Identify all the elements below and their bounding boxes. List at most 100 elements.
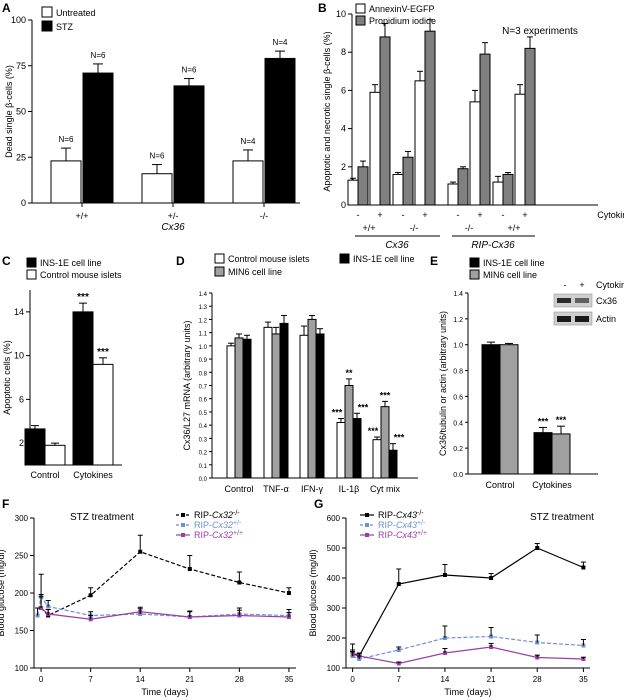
y-tick-label: 400 — [327, 574, 341, 583]
n-label: N=6 — [91, 51, 106, 60]
y-tick-label: 0.0 — [453, 472, 463, 479]
series-line — [40, 607, 289, 620]
panel-letter-G: G — [314, 497, 323, 511]
y-tick-label: 100 — [11, 15, 26, 25]
x-tick-label: 7 — [88, 675, 93, 684]
legend-marker — [365, 533, 369, 537]
panel-a: 0 25 50 75 100 Dead single β-cells (%) +/+ N=6 N… — [4, 6, 300, 233]
significance-stars: *** — [368, 426, 379, 436]
legend-marker — [181, 523, 185, 527]
x-axis-label: Cx36 — [161, 222, 185, 233]
bar — [24, 428, 46, 466]
bar-untreated — [232, 160, 264, 204]
legend-label-genotype: +/- — [417, 520, 426, 527]
bar-stz — [82, 72, 114, 204]
panel-f: 100 150 200 250 300 0 7 14 21 28 35 Time (days) Bloo… — [0, 510, 296, 697]
y-tick-label: 0.1 — [199, 464, 208, 470]
legend-label: RIP-Cx32-/- — [194, 510, 240, 520]
legend-label: MIN6 cell line — [228, 267, 282, 277]
x-tick-label: +/- — [168, 211, 179, 221]
bar-stz — [173, 85, 205, 204]
y-tick-label: 1.2 — [453, 317, 463, 324]
cytokine-sign: + — [377, 210, 382, 220]
legend-label: RIP-Cx43-/- — [378, 510, 424, 520]
legend-swatch — [339, 253, 350, 264]
cytokine-sign: - — [357, 210, 360, 220]
x-tick-label: Control — [224, 484, 253, 494]
panel-d: 0.0 0.1 0.2 0.3 0.4 0.5 0.6 0.7 0.8 0.9 1.0 1.1 1.2 1… — [182, 253, 418, 494]
x-tick-label: 7 — [397, 675, 402, 684]
n-label: N=4 — [241, 137, 256, 146]
bar — [234, 337, 244, 479]
panel-letter-A: A — [2, 1, 11, 15]
chart-title: STZ treatment — [70, 512, 134, 523]
y-tick-label: 300 — [327, 604, 341, 613]
y-axis-label: Apoptotic and necrotic single β-cells (%… — [322, 31, 332, 191]
bar-untreated — [141, 173, 173, 204]
y-tick-label: 75 — [16, 61, 26, 71]
x-tick-label: 0 — [39, 675, 44, 684]
y-axis-label: Cx36/L27 mRNA (arbitrary units) — [182, 320, 192, 450]
blot-band-label: Cx36 — [596, 296, 617, 306]
legend-label-gene: Cx32 — [212, 530, 233, 540]
legend-swatch — [469, 269, 480, 280]
panel-e: 0.0 0.2 0.4 0.6 0.8 1.0 1.2 1.4 Cx36/tubulin or … — [438, 257, 624, 490]
y-tick-label: 0.8 — [199, 371, 208, 377]
series-line — [40, 551, 290, 617]
x-tick-label: 28 — [533, 675, 542, 684]
bar-propidium-iodide — [479, 53, 491, 206]
legend-swatch — [41, 20, 53, 32]
legend-label-gene: Cx43 — [396, 530, 417, 540]
legend-marker — [181, 513, 185, 517]
y-tick-label: 25 — [16, 152, 26, 162]
blot-lane-label: + — [579, 280, 584, 290]
bar-annexin — [414, 80, 426, 206]
legend-label: INS-1E cell line — [353, 254, 415, 264]
x-tick-label: Cytokines — [532, 480, 572, 490]
bar-propidium-iodide — [524, 47, 536, 206]
significance-stars: *** — [77, 292, 89, 303]
panel-b: 0 2 4 6 8 10 Apoptotic and necrotic single β-c… — [322, 3, 624, 251]
y-tick-label: 1.3 — [199, 305, 208, 311]
y-axis-label: Apoptotic cells (%) — [2, 340, 12, 415]
legend-label-gene: Cx32 — [212, 510, 233, 520]
blot-band — [575, 298, 589, 303]
x-tick-label: +/+ — [75, 211, 88, 221]
bar-propidium-iodide — [379, 36, 391, 206]
legend-label: RIP-Cx32+/- — [194, 520, 242, 530]
y-tick-label: 200 — [15, 589, 29, 598]
n-label: N=6 — [59, 135, 74, 144]
set-label: Cx36 — [385, 240, 409, 251]
annotation: N=3 experiments — [502, 26, 578, 37]
bar — [307, 318, 317, 479]
legend-swatch — [469, 257, 480, 268]
series-line — [352, 547, 584, 657]
bar — [344, 385, 354, 479]
x-tick-label: 35 — [284, 675, 293, 684]
cytokine-sign: + — [522, 210, 527, 220]
significance-stars: ** — [345, 368, 353, 378]
blot-band — [575, 316, 589, 322]
bar — [242, 338, 252, 479]
legend-label: Untreated — [56, 8, 96, 18]
legend-label-genotype: -/- — [233, 510, 240, 517]
blot-band — [557, 298, 571, 303]
legend-label: Propidium iodide — [369, 16, 436, 26]
x-tick-label: 14 — [440, 675, 449, 684]
panel-g: 100 200 300 400 500 600 0 7 14 21 28 35 Time (days) B… — [308, 510, 594, 697]
bar — [271, 333, 281, 479]
legend-label-genotype: +/- — [233, 520, 242, 527]
legend-label: STZ — [56, 22, 74, 32]
x-tick-label: 28 — [235, 675, 244, 684]
panel-letter-F: F — [2, 497, 9, 511]
significance-stars: *** — [97, 347, 109, 358]
cytokines-label: Cytokines — [597, 210, 624, 220]
y-tick-label: 250 — [15, 552, 29, 561]
n-label: N=4 — [273, 38, 288, 47]
blot-band — [557, 316, 571, 322]
bar-stz — [264, 57, 296, 204]
blot-band-box — [553, 293, 593, 308]
blot-cytokines-label: Cytokines — [596, 280, 624, 290]
bar-annexin — [492, 181, 504, 206]
